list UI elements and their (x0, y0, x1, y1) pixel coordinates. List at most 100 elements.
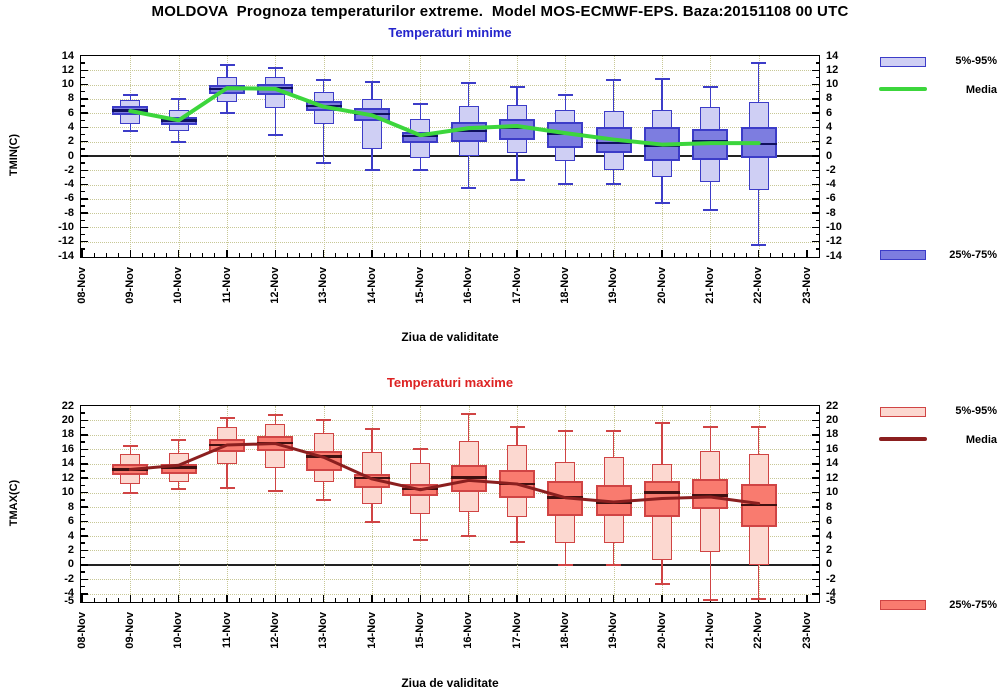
y-tick-mark (812, 98, 819, 100)
whisker-cap-top (509, 85, 525, 88)
x-tick-label: 14-Nov (365, 612, 378, 649)
y-tick-mark (812, 477, 819, 479)
whisker-cap-bottom (557, 182, 573, 185)
x-tick-minor (673, 598, 675, 602)
x-tick-minor (262, 253, 264, 257)
x-tick-minor (576, 598, 578, 602)
whisker-cap-bottom (364, 169, 380, 172)
y-tick-mark (812, 112, 819, 114)
whisker-cap-top (461, 412, 477, 415)
median-line (257, 86, 294, 90)
x-tick-minor (202, 253, 204, 257)
y-tick-label: 12 (826, 63, 839, 76)
y-tick-mark (81, 470, 85, 472)
x-tick-minor (250, 253, 252, 257)
median-line (740, 503, 777, 507)
tmin-legend-media-swatch (879, 87, 927, 91)
x-tick-minor (299, 598, 300, 602)
x-tick-minor (540, 253, 542, 257)
y-tick-mark (81, 455, 85, 458)
x-tick-minor (601, 598, 603, 602)
y-tick-mark (81, 205, 85, 207)
y-tick-mark (81, 140, 88, 143)
y-tick-mark (81, 105, 85, 107)
y-tick-label: 10 (826, 78, 839, 91)
x-tick-minor (782, 598, 784, 602)
tmin-legend-25-75-swatch (880, 250, 926, 260)
x-tick-label: 18-Nov (558, 267, 571, 304)
x-tick-minor (492, 253, 494, 257)
tmin-legend-25-75-label: 25%-75% (949, 249, 997, 261)
y-tick-label: -2 (826, 572, 836, 585)
x-tick-label: 12-Nov (268, 612, 281, 649)
x-tick-minor (311, 598, 313, 602)
tmax-legend-media-label: Media (965, 434, 997, 446)
tmin-x-axis-title: Ziua de validitate (401, 330, 499, 344)
x-tick-mark (274, 250, 277, 257)
whisker-cap-top (364, 80, 380, 83)
x-tick-minor (552, 598, 554, 602)
x-tick-mark (806, 595, 808, 602)
x-tick-minor (93, 598, 95, 602)
y-tick-label: 0 (826, 149, 833, 162)
y-gridline (81, 70, 819, 72)
y-tick-mark (815, 441, 819, 443)
median-line (644, 144, 680, 147)
median-line (644, 491, 680, 494)
whisker-cap-top (122, 445, 138, 448)
whisker-cap-bottom (316, 498, 332, 501)
y-tick-label: 14 (61, 49, 74, 62)
y-tick-label: -10 (58, 220, 74, 233)
whisker-cap-top (606, 79, 622, 82)
tmax-x-axis-title: Ziua de validitate (401, 676, 499, 690)
x-gridline (227, 56, 228, 257)
y-tick-mark (81, 240, 88, 243)
x-tick-mark (516, 250, 518, 257)
x-tick-mark (322, 595, 325, 602)
x-tick-minor (697, 598, 699, 602)
y-tick-mark (81, 528, 85, 530)
box-25-75 (402, 131, 439, 144)
x-tick-label: 14-Nov (365, 267, 378, 304)
x-tick-minor (166, 598, 168, 602)
y-tick-mark (815, 426, 819, 429)
y-tick-label: 14 (826, 49, 839, 62)
tmin-y-axis-label: TMIN(C) (8, 133, 20, 177)
y-tick-mark (81, 477, 88, 479)
y-tick-mark (81, 484, 85, 487)
x-tick-minor (794, 253, 796, 257)
whisker-cap-top (751, 62, 767, 65)
y-tick-label: -14 (826, 249, 842, 262)
median-line (305, 455, 342, 458)
x-tick-minor (637, 253, 639, 257)
x-tick-minor (407, 253, 409, 257)
x-tick-minor (492, 598, 494, 602)
box-25-75 (547, 122, 584, 149)
y-tick-label: 16 (826, 442, 839, 455)
tmax-legend-5-95-label: 5%-95% (955, 405, 997, 417)
x-gridline (130, 56, 132, 257)
y-tick-mark (81, 426, 85, 429)
y-tick-mark (812, 226, 819, 229)
y-tick-mark (812, 140, 819, 143)
x-tick-label: 22-Nov (752, 267, 765, 304)
whisker-cap-bottom (509, 179, 525, 182)
median-line (160, 119, 197, 122)
y-tick-label: 8 (826, 92, 833, 105)
x-tick-minor (141, 253, 143, 257)
y-gridline (81, 593, 819, 595)
x-tick-label: 13-Nov (317, 612, 330, 649)
x-tick-minor (625, 598, 627, 602)
whisker-cap-bottom (702, 598, 718, 601)
y-tick-label: 10 (61, 486, 74, 499)
y-tick-mark (815, 248, 819, 250)
whisker-cap-top (316, 79, 332, 82)
y-tick-mark (81, 412, 85, 414)
y-tick-label: -8 (826, 206, 836, 219)
x-tick-label: 17-Nov (510, 612, 523, 649)
y-gridline (81, 227, 819, 229)
y-tick-mark (815, 205, 819, 207)
y-tick-label: -2 (64, 163, 74, 176)
y-tick-mark (81, 90, 85, 93)
